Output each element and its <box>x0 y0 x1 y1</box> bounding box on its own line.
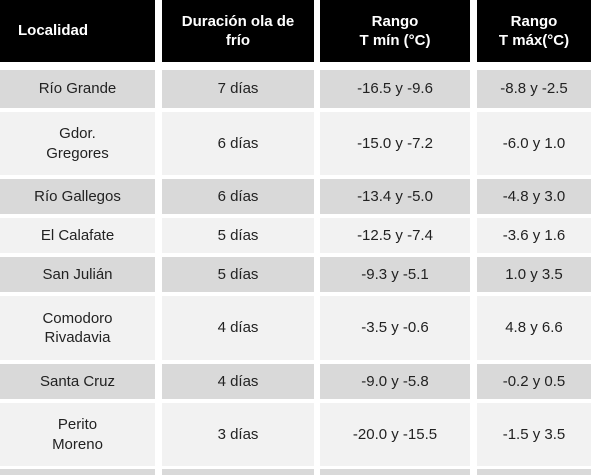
table-cell: 1.0 y 3.5 <box>477 257 591 292</box>
table-cell: El Calafate <box>0 218 155 253</box>
table-cell: -3.5 y -0.6 <box>320 296 470 360</box>
table-cell: 7 días <box>162 70 314 108</box>
table-cell: 3 días <box>162 403 314 466</box>
table-cell: Río Grande <box>0 70 155 108</box>
table-cell: 5 días <box>162 257 314 292</box>
table-cell: 6 días <box>162 112 314 175</box>
row-fill <box>320 469 470 475</box>
table-cell: Gdor. Gregores <box>0 112 155 175</box>
table-cell: -9.3 y -5.1 <box>320 257 470 292</box>
row-fill <box>477 469 591 475</box>
table-cell: -0.2 y 0.5 <box>477 364 591 399</box>
header-cell: Rango T máx(°C) <box>477 0 591 62</box>
table-cell: -12.5 y -7.4 <box>320 218 470 253</box>
header-cell: Localidad <box>0 0 155 62</box>
table-cell: -4.8 y 3.0 <box>477 179 591 214</box>
table-cell: 5 días <box>162 218 314 253</box>
table-cell: San Julián <box>0 257 155 292</box>
table-cell: 4.8 y 6.6 <box>477 296 591 360</box>
table-cell: -1.5 y 3.5 <box>477 403 591 466</box>
row-fill <box>162 469 314 475</box>
table-cell: -9.0 y -5.8 <box>320 364 470 399</box>
row-fill <box>0 469 155 475</box>
header-cell: Duración ola de frío <box>162 0 314 62</box>
header-cell: Rango T mín (°C) <box>320 0 470 62</box>
table-cell: 4 días <box>162 296 314 360</box>
table-cell: -3.6 y 1.6 <box>477 218 591 253</box>
table-cell: -20.0 y -15.5 <box>320 403 470 466</box>
table-cell: -8.8 y -2.5 <box>477 70 591 108</box>
table-cell: 6 días <box>162 179 314 214</box>
table-cell: Perito Moreno <box>0 403 155 466</box>
table-cell: -6.0 y 1.0 <box>477 112 591 175</box>
table-cell: Río Gallegos <box>0 179 155 214</box>
table-cell: -16.5 y -9.6 <box>320 70 470 108</box>
table-cell: 4 días <box>162 364 314 399</box>
table-cell: Santa Cruz <box>0 364 155 399</box>
table-cell: -15.0 y -7.2 <box>320 112 470 175</box>
table-cell: -13.4 y -5.0 <box>320 179 470 214</box>
table-cell: Comodoro Rivadavia <box>0 296 155 360</box>
